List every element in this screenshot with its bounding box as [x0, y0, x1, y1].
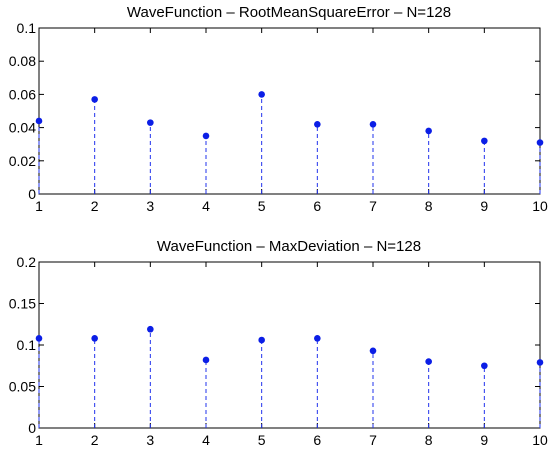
maxdev-ytick-label: 0.1 — [17, 337, 37, 353]
maxdev-xtick-label: 1 — [35, 432, 43, 448]
rmse-xtick-label: 9 — [480, 198, 488, 214]
maxdev-ytick-label: 0.15 — [9, 296, 36, 312]
rmse-ytick-label: 0.1 — [17, 20, 37, 36]
rmse-xtick-label: 7 — [369, 198, 377, 214]
maxdev-ticks: 1 2 3 4 5 6 7 8 9 10 0 0.05 0.1 0.15 0.2 — [9, 254, 548, 448]
maxdev-data-point — [35, 335, 43, 342]
maxdev-stems — [35, 325, 544, 428]
rmse-ytick-label: 0.06 — [9, 86, 36, 102]
rmse-panel: WaveFunction – RootMeanSquareError – N=1… — [9, 4, 548, 214]
maxdev-data-point — [536, 359, 544, 366]
rmse-stems — [35, 91, 544, 194]
rmse-data-point — [258, 91, 265, 98]
maxdev-xtick-label: 7 — [369, 432, 377, 448]
rmse-data-point — [536, 139, 544, 146]
maxdev-xtick-label: 5 — [258, 432, 266, 448]
rmse-ytick-label: 0.04 — [9, 120, 36, 136]
rmse-xtick-label: 1 — [35, 198, 43, 214]
maxdev-data-point — [314, 335, 321, 342]
maxdev-data-point — [481, 362, 488, 370]
rmse-ytick-label: 0 — [28, 186, 36, 202]
maxdev-ytick-label: 0 — [28, 420, 36, 436]
maxdev-xtick-label: 3 — [146, 432, 154, 448]
rmse-xtick-label: 2 — [91, 198, 99, 214]
rmse-ticks: 1 2 3 4 5 6 7 8 9 10 0 0.02 0.04 0.06 0.08 0.1 — [9, 20, 548, 214]
maxdev-xtick-label: 4 — [202, 432, 210, 448]
rmse-ytick-label: 0.08 — [9, 53, 36, 69]
rmse-data-point — [314, 120, 321, 128]
maxdev-xtick-label: 9 — [480, 432, 488, 448]
rmse-xtick-label: 6 — [313, 198, 321, 214]
maxdev-data-point — [202, 356, 210, 364]
maxdev-panel: WaveFunction – MaxDeviation – N=128 1 2 3 4… — [9, 238, 548, 448]
maxdev-ytick-label: 0.05 — [9, 379, 36, 395]
rmse-data-point — [147, 119, 154, 126]
rmse-xtick-label: 4 — [202, 198, 210, 214]
maxdev-data-point — [91, 335, 98, 342]
maxdev-axes-frame — [38, 261, 541, 429]
rmse-axes-frame — [38, 27, 541, 195]
maxdev-data-point — [147, 325, 154, 333]
maxdev-ytick-label: 0.2 — [17, 254, 37, 270]
maxdev-xtick-label: 8 — [425, 432, 433, 448]
maxdev-data-point — [258, 336, 265, 344]
rmse-data-point — [369, 120, 377, 128]
rmse-data-point — [481, 137, 488, 145]
rmse-xtick-label: 3 — [146, 198, 154, 214]
rmse-data-point — [202, 132, 210, 140]
rmse-data-point — [425, 127, 432, 135]
rmse-data-point — [91, 96, 98, 103]
maxdev-xtick-label: 10 — [532, 432, 548, 448]
maxdev-data-point — [369, 347, 377, 355]
rmse-xtick-label: 10 — [532, 198, 548, 214]
rmse-xtick-label: 8 — [425, 198, 433, 214]
rmse-ytick-label: 0.02 — [9, 153, 36, 169]
maxdev-chart-title: WaveFunction – MaxDeviation – N=128 — [157, 238, 421, 255]
maxdev-data-point — [425, 358, 432, 365]
rmse-chart-title: WaveFunction – RootMeanSquareError – N=1… — [127, 4, 451, 21]
maxdev-xtick-label: 6 — [313, 432, 321, 448]
rmse-xtick-label: 5 — [258, 198, 266, 214]
maxdev-xtick-label: 2 — [91, 432, 99, 448]
rmse-data-point — [35, 117, 43, 125]
